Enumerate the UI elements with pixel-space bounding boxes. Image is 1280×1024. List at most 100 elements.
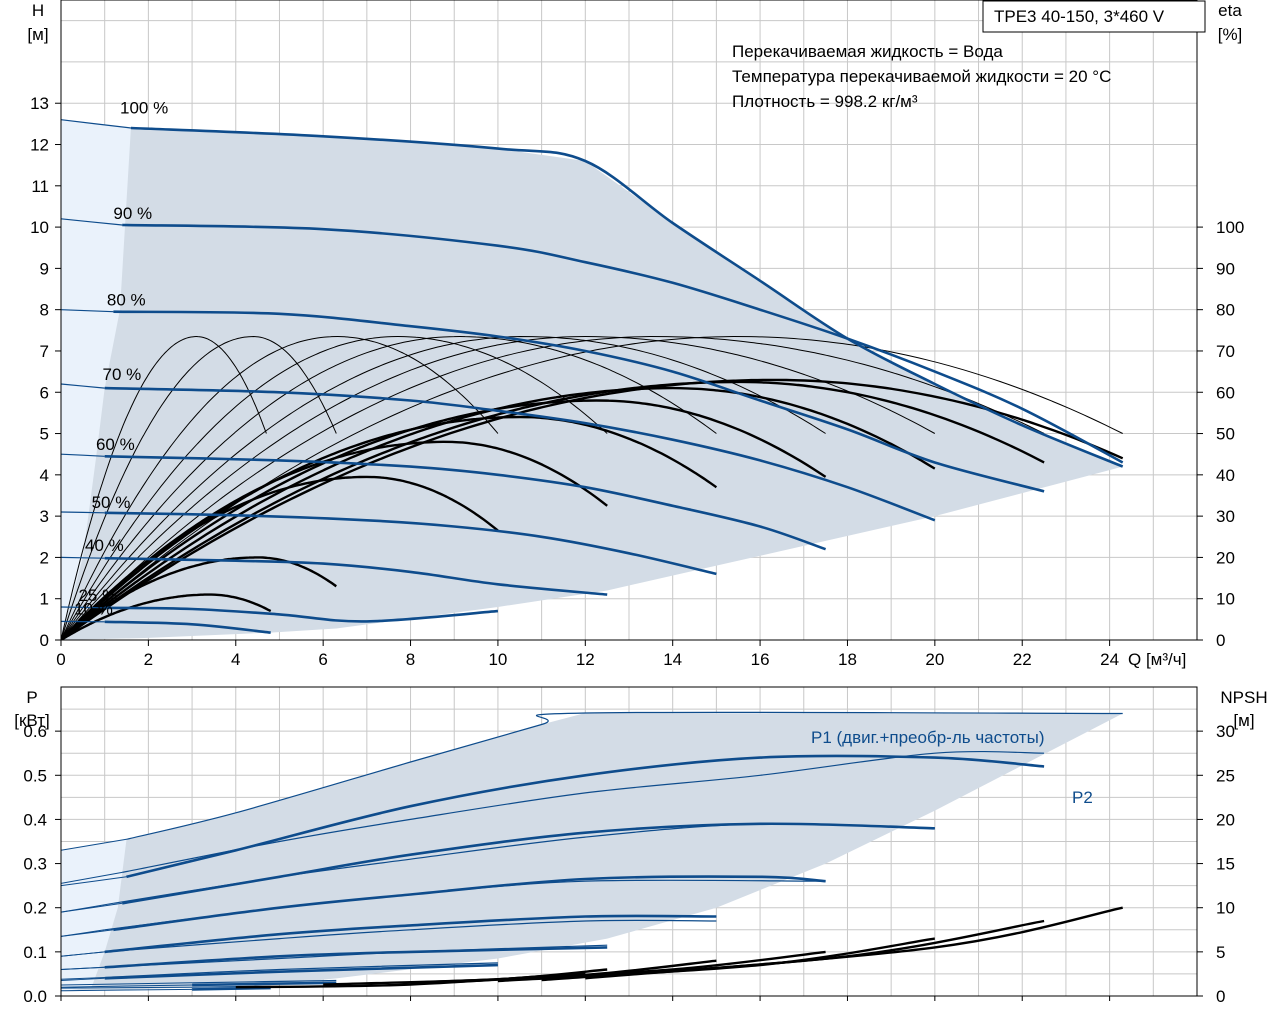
efficiency-curves — [61, 335, 1124, 640]
head-tick-label: 5 — [40, 425, 49, 444]
head-curve-start — [61, 606, 105, 609]
efficiency-curve-thin — [61, 335, 499, 640]
p2-curve-start — [61, 951, 105, 957]
head-curve-start — [61, 511, 105, 514]
head-curve — [104, 606, 499, 623]
power-curves — [61, 711, 1123, 992]
density-note: Плотность = 998.2 кг/м³ — [732, 92, 918, 111]
head-tick-label: 13 — [30, 94, 49, 113]
eta-axis-label: eta — [1218, 1, 1242, 20]
power-tick-label: 0.4 — [23, 810, 47, 829]
p2-curve-start — [61, 902, 123, 913]
pump-model-title: TPE3 40-150, 3*460 V — [994, 7, 1165, 26]
p2-curve — [113, 875, 826, 932]
power-plot-frame — [60, 686, 1198, 997]
head-tick-label: 2 — [40, 548, 49, 567]
head-tick-label: 4 — [40, 466, 49, 485]
min-speed-area — [61, 119, 131, 640]
head-curve — [104, 386, 936, 522]
operating-range-area — [61, 119, 1123, 640]
head-ticks: 0 2 4 6 8 10 12 14 16 18 20 22 240123456789101112130… — [30, 94, 1244, 669]
npsh-tick-label: 30 — [1216, 722, 1235, 741]
eta-tick-label: 20 — [1216, 548, 1235, 567]
efficiency-curve-thin — [61, 336, 717, 640]
head-curve-start — [61, 309, 114, 313]
npsh-curve — [454, 950, 826, 984]
flow-axis-label: Q [м³/ч] — [1128, 650, 1186, 669]
efficiency-curve-thin — [61, 335, 826, 640]
npsh-tick-label: 0 — [1216, 987, 1225, 1006]
x-tick-label: 0 — [56, 650, 65, 669]
p1-curve-start — [61, 982, 193, 986]
x-tick-label: 14 — [663, 650, 682, 669]
head-tick-label: 1 — [40, 590, 49, 609]
speed-label: 10 % — [74, 599, 113, 618]
efficiency-curve — [61, 380, 1045, 640]
efficiency-curve — [61, 378, 1124, 640]
x-tick-label: 8 — [406, 650, 415, 669]
power-range-area — [61, 713, 1123, 992]
x-tick-label: 4 — [231, 650, 240, 669]
eta-tick-label: 90 — [1216, 259, 1235, 278]
p2-curve-start — [61, 966, 105, 970]
liquid-note: Перекачиваемая жидкость = Вода — [732, 42, 1003, 61]
head-axis-label: H — [32, 1, 44, 20]
head-curves — [61, 119, 1124, 634]
p2-curve — [192, 981, 337, 987]
head-plot-frame — [60, 0, 1198, 641]
p1-curve-start — [61, 977, 105, 980]
head-envelope — [61, 119, 1123, 640]
head-curve — [104, 556, 608, 596]
eta-axis-unit: [%] — [1218, 25, 1243, 44]
head-curve-start — [61, 383, 105, 389]
efficiency-curve — [61, 399, 827, 640]
p1-series-label: P1 (двиг.+преобр-ль частоты) — [811, 728, 1044, 747]
head-axis-unit: [м] — [27, 25, 48, 44]
power-axis-label: P — [26, 688, 37, 707]
power-tick-label: 0.2 — [23, 899, 47, 918]
speed-label: 80 % — [107, 291, 146, 310]
head-curve — [113, 310, 1045, 493]
p2-curve-start — [61, 988, 193, 992]
p1-curve — [126, 711, 1123, 840]
eta-tick-label: 40 — [1216, 466, 1235, 485]
head-tick-label: 3 — [40, 507, 49, 526]
speed-label: 70 % — [103, 365, 142, 384]
power-tick-label: 0.0 — [23, 987, 47, 1006]
npsh-tick-label: 10 — [1216, 899, 1235, 918]
power-min-speed-area — [61, 839, 127, 992]
p1-curve — [104, 919, 717, 953]
p2-curve — [126, 754, 1045, 879]
pump-model-box: TPE3 40-150, 3*460 V — [982, 0, 1206, 33]
eta-tick-label: 80 — [1216, 301, 1235, 320]
efficiency-curve — [61, 386, 936, 640]
head-tick-label: 11 — [31, 177, 49, 196]
head-tick-label: 12 — [30, 136, 49, 155]
p2-curve — [121, 822, 935, 905]
power-tick-label: 0.5 — [23, 766, 47, 785]
power-axis-unit: [кВт] — [14, 711, 49, 730]
speed-label: 90 % — [113, 204, 152, 223]
x-tick-label: 22 — [1013, 650, 1032, 669]
head-tick-label: 0 — [40, 631, 49, 650]
p2-curve — [104, 946, 608, 969]
speed-labels: 100 % 90 % 80 % 70 % 60 % 50 % 40 % 25 %10 % — [74, 99, 168, 619]
x-tick-label: 24 — [1100, 650, 1119, 669]
p1-curve — [192, 979, 337, 984]
x-tick-label: 18 — [838, 650, 857, 669]
head-tick-label: 9 — [40, 259, 49, 278]
npsh-tick-label: 5 — [1216, 943, 1225, 962]
p1-curve-start — [61, 986, 193, 989]
p2-curve-start — [61, 876, 127, 887]
eta-tick-label: 70 — [1216, 342, 1235, 361]
x-tick-label: 6 — [318, 650, 327, 669]
power-envelope — [61, 713, 1123, 992]
speed-label: 40 % — [85, 536, 124, 555]
pump-model-frame — [982, 0, 1206, 33]
speed-label: 100 % — [120, 99, 168, 118]
head-tick-label: 10 — [30, 218, 49, 237]
npsh-curves — [235, 906, 1123, 989]
p2-curve — [104, 963, 498, 980]
head-panel: 100 % 90 % 80 % 70 % 60 % 50 % 40 % 25 %10 % 0 2… — [27, 0, 1244, 669]
